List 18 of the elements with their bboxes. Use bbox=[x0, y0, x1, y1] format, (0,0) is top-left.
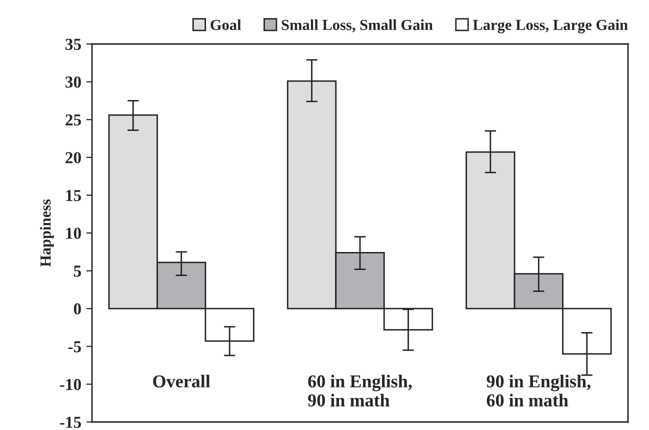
y-tick-label: 10 bbox=[66, 228, 81, 239]
y-tick-label: 30 bbox=[66, 76, 81, 88]
y-tick-label: -15 bbox=[60, 416, 81, 428]
legend-label: Large Loss, Large Gain bbox=[472, 19, 628, 34]
x-tick-label: 60 in English, 90 in math bbox=[308, 374, 412, 407]
x-tick-label: 90 in English, 60 in math bbox=[486, 374, 590, 407]
x-tick-label: Overall bbox=[153, 374, 210, 388]
y-tick-label: 0 bbox=[74, 303, 81, 315]
legend-label: Small Loss, Small Gain bbox=[282, 19, 433, 32]
y-tick-label: 25 bbox=[66, 114, 81, 126]
y-tick-label: 20 bbox=[66, 152, 81, 164]
y-tick-label: 35 bbox=[66, 38, 81, 50]
y-tick-label: -10 bbox=[60, 378, 81, 390]
y-tick-label: 5 bbox=[74, 266, 81, 277]
legend-label: Goal bbox=[210, 19, 242, 30]
y-axis-title: Happiness bbox=[40, 199, 54, 267]
y-tick-label: -5 bbox=[68, 341, 81, 352]
y-tick-label: 15 bbox=[66, 190, 81, 202]
